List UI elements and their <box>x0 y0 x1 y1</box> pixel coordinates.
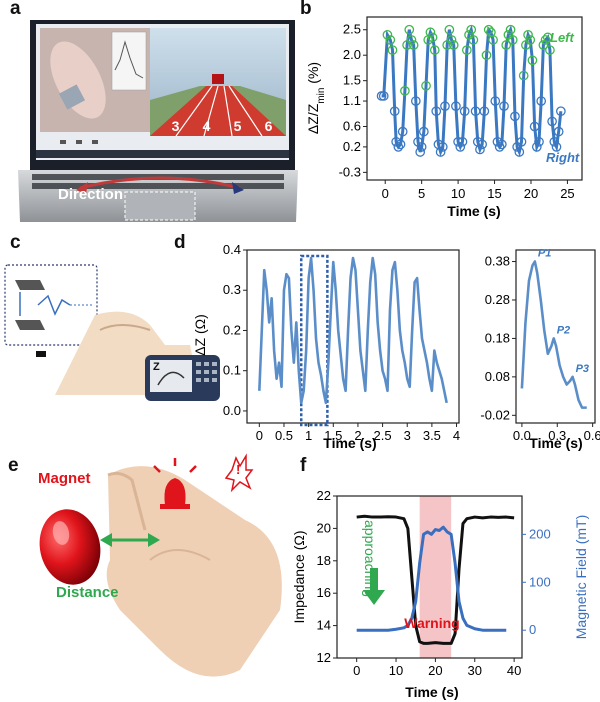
direction-label: Direction <box>58 186 124 203</box>
lane-6: 6 <box>264 118 273 134</box>
panel-c-illustration <box>4 264 220 401</box>
panel-label-f: f <box>300 455 307 476</box>
panel-label-e: e <box>8 455 19 476</box>
panel-label-b: b <box>300 0 312 19</box>
alert-symbol: ! <box>236 462 241 477</box>
panel-label-c: c <box>10 232 21 253</box>
panel-label-d: d <box>174 232 186 253</box>
lane-5: 5 <box>233 118 242 134</box>
meter-z-letter: Z <box>153 361 160 373</box>
lane-4: 4 <box>202 118 211 134</box>
lane-3: 3 <box>171 118 180 134</box>
track-lane-numbers: 3 4 5 6 <box>160 118 284 134</box>
distance-label: Distance <box>56 584 119 601</box>
laptop-screen <box>30 20 295 170</box>
laptop-keyboard <box>18 170 298 222</box>
panel-label-a: a <box>10 0 21 19</box>
panel-e-illustration <box>39 453 282 677</box>
magnet-label: Magnet <box>38 470 91 487</box>
distance-arrow-icon <box>100 533 160 547</box>
